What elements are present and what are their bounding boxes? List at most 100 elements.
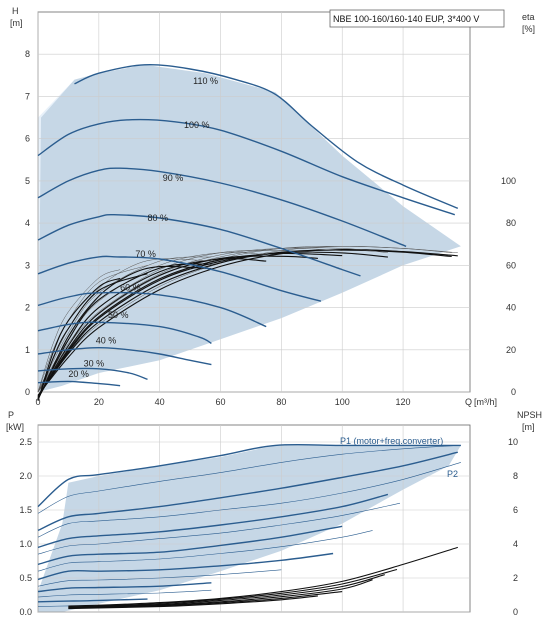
power-curve — [37, 493, 389, 549]
power-curve — [37, 589, 212, 598]
head-curve — [37, 167, 407, 247]
bottom-right-axis-unit: [m] — [522, 422, 535, 432]
head-curve-label: 50 % — [108, 310, 129, 320]
head-curve-label: 40 % — [96, 335, 117, 345]
x-tick-label: 100 — [335, 397, 350, 407]
head-curve-label: 90 % — [163, 173, 184, 183]
eta-curve — [37, 263, 212, 400]
power-curve — [37, 443, 461, 508]
head-curve — [37, 380, 121, 387]
head-curve-label: 110 % — [193, 76, 218, 86]
head-curve-label: 80 % — [148, 213, 169, 223]
head-curve — [37, 255, 322, 302]
bottom-left-tick-label: 0.5 — [19, 573, 32, 583]
top-left-tick-label: 5 — [25, 176, 30, 186]
power-curve — [37, 502, 401, 555]
top-operating-area — [38, 64, 461, 393]
top-left-tick-label: 0 — [25, 387, 30, 397]
top-right-tick-label: 40 — [506, 303, 516, 313]
top-left-tick-label: 3 — [25, 260, 30, 270]
top-left-tick-label: 7 — [25, 91, 30, 101]
head-curve — [74, 63, 459, 209]
head-curve — [37, 213, 361, 277]
eta-curve — [37, 257, 267, 399]
eta-curve-thin — [37, 250, 318, 393]
top-right-tick-label: 0 — [511, 387, 516, 397]
top-right-axis-unit: [%] — [522, 24, 535, 34]
bottom-right-tick-label: 0 — [513, 607, 518, 617]
head-curve-label: 20 % — [68, 369, 89, 379]
head-curve-label: 100 % — [184, 120, 210, 130]
eta-curve — [37, 249, 452, 397]
bottom-curves — [37, 443, 461, 610]
eta-curve — [37, 248, 458, 396]
power-curve — [37, 462, 461, 538]
head-curve — [37, 291, 267, 328]
head-curve — [37, 118, 456, 216]
power-curve — [37, 530, 373, 572]
power-curve — [37, 569, 282, 587]
bottom-left-axis-label: P — [8, 410, 14, 420]
top-right-tick-label: 20 — [506, 345, 516, 355]
power-curve — [37, 552, 334, 581]
eta-curve — [37, 255, 318, 398]
top-operating-area-fill — [38, 64, 461, 393]
top-left-tick-label: 2 — [25, 303, 30, 313]
top-left-axis-unit: [m] — [10, 18, 23, 28]
bottom-right-tick-label: 2 — [513, 573, 518, 583]
head-curve — [37, 346, 212, 366]
top-right-tick-label: 60 — [506, 260, 516, 270]
top-right-tick-label: 100 — [501, 176, 516, 186]
bottom-left-tick-label: 1.5 — [19, 505, 32, 515]
top-right-axis-label: eta — [522, 12, 535, 22]
power-curve — [37, 598, 148, 603]
x-tick-label: 60 — [216, 397, 226, 407]
x-axis-unit: [m³/h] — [474, 397, 497, 407]
bottom-right-axis-label: NPSH — [517, 410, 542, 420]
head-curve-label: 60 % — [120, 283, 141, 293]
bottom-right-tick-label: 4 — [513, 539, 518, 549]
eta-curve — [37, 251, 388, 397]
bottom-annotation-p1: P1 (motor+freq.converter) — [340, 436, 443, 446]
x-tick-label: 120 — [396, 397, 411, 407]
bottom-left-tick-label: 2.5 — [19, 437, 32, 447]
top-curves: 110 % 100 % 90 % 80 % 70 % 60 % 50 % 40 % 30 %20… — [37, 63, 459, 402]
top-left-tick-label: 1 — [25, 345, 30, 355]
x-tick-label: 40 — [155, 397, 165, 407]
bottom-left-tick-label: 1.0 — [19, 539, 32, 549]
npsh-curve — [68, 546, 458, 607]
bottom-left-tick-label: 0.0 — [19, 607, 32, 617]
top-left-tick-label: 4 — [25, 218, 30, 228]
x-tick-label: 0 — [35, 397, 40, 407]
head-curve-label: 70 % — [135, 249, 156, 259]
eta-curve — [37, 265, 212, 400]
bottom-annotation-p2: P2 — [447, 469, 458, 479]
head-curve — [37, 367, 148, 380]
bottom-right-tick-label: 10 — [508, 437, 518, 447]
top-left-tick-label: 6 — [25, 134, 30, 144]
eta-curve — [37, 252, 343, 398]
head-curve — [37, 321, 212, 345]
bottom-grid — [37, 424, 471, 613]
eta-curve — [37, 277, 121, 402]
eta-curve-thin — [37, 269, 121, 393]
x-tick-label: 20 — [94, 397, 104, 407]
top-right-tick-label: 80 — [506, 218, 516, 228]
power-curve — [37, 582, 212, 593]
power-curve — [37, 525, 343, 566]
head-curve-label: 30 % — [84, 359, 105, 369]
model-label: NBE 100-160/160-140 EUP, 3*400 V — [333, 14, 479, 24]
x-tick-label: 80 — [276, 397, 286, 407]
power-curve — [37, 445, 458, 514]
top-grid — [37, 11, 471, 393]
top-left-tick-label: 8 — [25, 49, 30, 59]
top-left-axis-label: H — [12, 6, 19, 16]
bottom-right-tick-label: 6 — [513, 505, 518, 515]
bottom-left-tick-label: 2.0 — [19, 471, 32, 481]
power-curve — [37, 451, 458, 532]
bottom-right-tick-label: 8 — [513, 471, 518, 481]
npsh-curve — [68, 595, 318, 610]
bottom-left-axis-unit: [kW] — [6, 422, 24, 432]
